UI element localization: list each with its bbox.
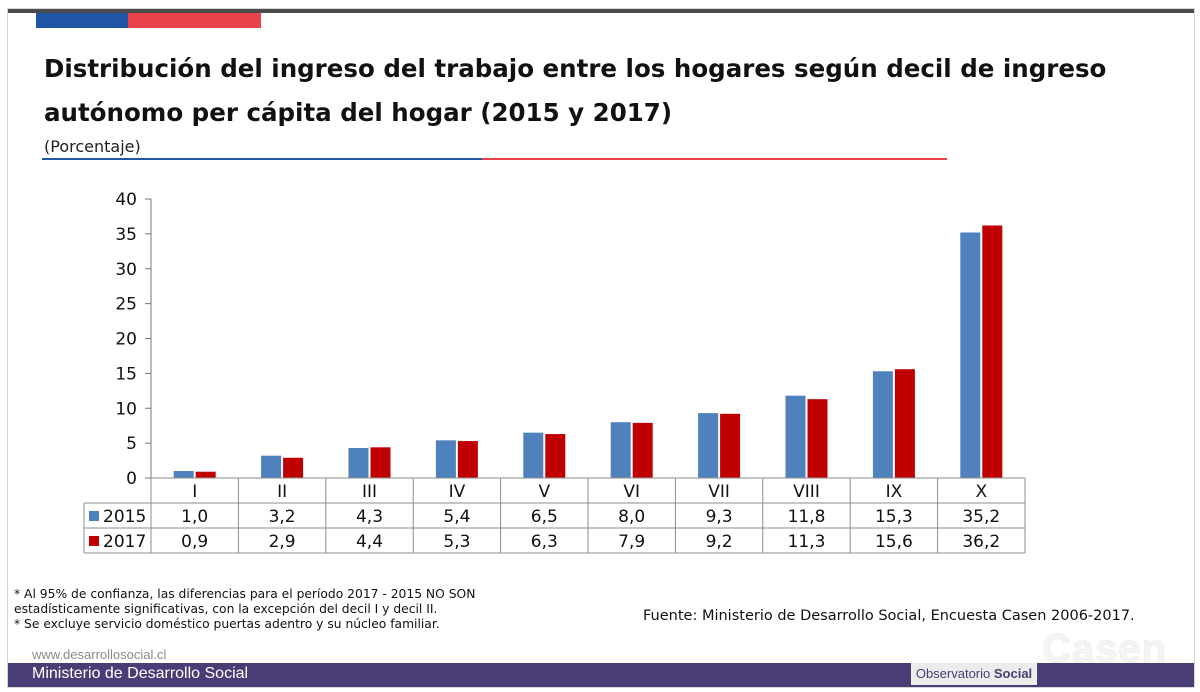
- observatorio-badge: Observatorio Social: [911, 663, 1037, 685]
- footnote-2: * Se excluye servicio doméstico puertas …: [14, 617, 440, 631]
- website-link[interactable]: www.desarrollosocial.cl: [32, 647, 167, 662]
- x-tick-label: VIII: [793, 482, 820, 502]
- chart-title: Distribución del ingreso del trabajo ent…: [44, 54, 1107, 127]
- y-tick-label: 30: [115, 260, 137, 280]
- x-tick-label: VII: [708, 482, 730, 502]
- data-label-2017: 9,2: [706, 532, 733, 552]
- data-label-2015: 11,8: [788, 507, 826, 527]
- bar-2017-V: [545, 434, 566, 478]
- legend-key-2017: [89, 536, 99, 546]
- x-tick-label: IV: [449, 482, 466, 502]
- footnote-1-line-2: estadísticamente significativas, con la …: [14, 602, 438, 616]
- data-label-2017: 0,9: [181, 532, 208, 552]
- title-rule-blue: [42, 158, 482, 160]
- legend-label-2017: 2017: [103, 532, 146, 552]
- flag-blue-stripe: [36, 13, 128, 28]
- bar-2015-VII: [698, 413, 719, 478]
- legend-label-2015: 2015: [103, 507, 146, 527]
- bar-2015-VI: [610, 422, 631, 478]
- data-label-2017: 36,2: [962, 532, 1000, 552]
- bar-2017-VIII: [807, 399, 828, 478]
- observatorio-label-bold: Social: [993, 666, 1033, 681]
- casen-logo-year: 2017: [1105, 664, 1148, 685]
- y-tick-label: 20: [115, 330, 137, 350]
- bar-2017-IV: [457, 441, 478, 478]
- casen-logo: Casen: [1042, 627, 1168, 671]
- bar-2017-VI: [632, 422, 653, 478]
- data-label-2015: 3,2: [269, 507, 296, 527]
- x-tick-label: V: [538, 482, 550, 502]
- x-tick-label: III: [362, 482, 377, 502]
- y-tick-label: 0: [126, 469, 137, 489]
- x-tick-label: I: [192, 482, 197, 502]
- data-label-2015: 5,4: [443, 507, 470, 527]
- x-tick-label: X: [975, 482, 987, 502]
- data-label-2015: 6,5: [531, 507, 558, 527]
- bar-2017-VII: [720, 413, 741, 478]
- flag-red-stripe: [128, 13, 261, 28]
- bar-2017-IX: [894, 369, 915, 478]
- data-label-2017: 15,6: [875, 532, 913, 552]
- data-label-2017: 11,3: [788, 532, 826, 552]
- x-tick-label: II: [277, 482, 287, 502]
- bar-2017-I: [195, 471, 216, 478]
- bar-2015-I: [173, 471, 194, 478]
- bar-2017-X: [982, 225, 1003, 478]
- y-tick-label: 5: [126, 434, 137, 454]
- footnote-1-line-1: * Al 95% de confianza, las diferencias p…: [14, 587, 476, 601]
- y-tick-label: 40: [115, 190, 137, 210]
- x-tick-label: VI: [623, 482, 640, 502]
- bar-2015-II: [261, 455, 282, 478]
- bar-2017-II: [283, 457, 304, 478]
- source-note: Fuente: Ministerio de Desarrollo Social,…: [643, 608, 1135, 624]
- data-label-2017: 2,9: [269, 532, 296, 552]
- x-tick-label: IX: [886, 482, 903, 502]
- y-tick-label: 15: [115, 364, 137, 384]
- data-label-2017: 4,4: [356, 532, 383, 552]
- y-tick-label: 10: [115, 399, 137, 419]
- title-rule-red: [482, 158, 947, 160]
- data-label-2015: 9,3: [706, 507, 733, 527]
- bar-2015-X: [960, 232, 981, 478]
- legend-key-2015: [89, 511, 99, 521]
- bar-2015-V: [523, 432, 544, 478]
- ministry-name: Ministerio de Desarrollo Social: [32, 665, 249, 682]
- data-label-2017: 5,3: [443, 532, 470, 552]
- data-label-2015: 35,2: [962, 507, 1000, 527]
- data-label-2017: 6,3: [531, 532, 558, 552]
- y-tick-label: 25: [115, 295, 137, 315]
- slide: Distribución del ingreso del trabajo ent…: [8, 9, 1194, 687]
- bar-2015-IV: [435, 440, 456, 478]
- data-label-2015: 4,3: [356, 507, 383, 527]
- bar-2015-IX: [872, 371, 893, 478]
- chart-subtitle: (Porcentaje): [44, 137, 141, 156]
- bar-2015-III: [348, 448, 369, 478]
- y-tick-label: 35: [115, 225, 137, 245]
- observatorio-label: Observatorio: [915, 666, 991, 681]
- data-label-2017: 7,9: [618, 532, 645, 552]
- bar-2017-III: [370, 447, 391, 478]
- bar-2015-VIII: [785, 395, 806, 478]
- data-label-2015: 8,0: [618, 507, 645, 527]
- data-label-2015: 15,3: [875, 507, 913, 527]
- top-border: [8, 9, 1194, 13]
- data-label-2015: 1,0: [181, 507, 208, 527]
